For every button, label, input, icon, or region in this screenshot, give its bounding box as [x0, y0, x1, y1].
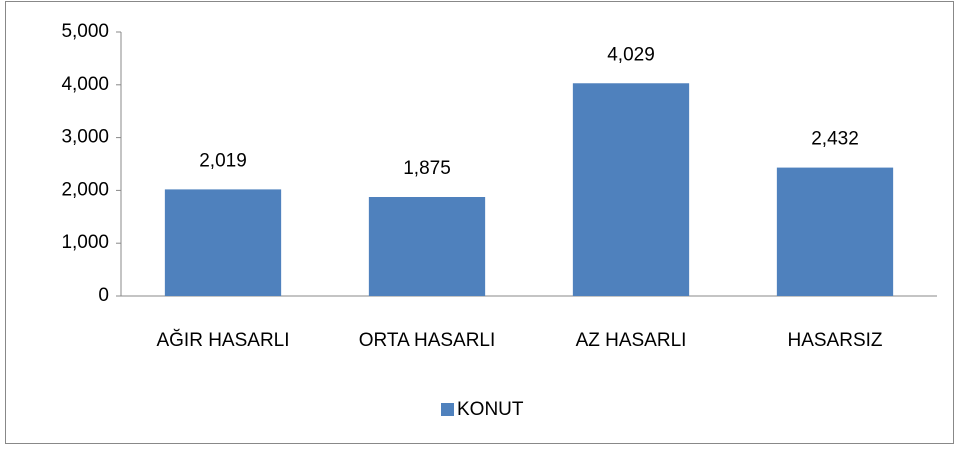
- bar: [572, 83, 690, 296]
- x-tick-label: HASARSIZ: [787, 330, 882, 351]
- y-tick-label: 2,000: [61, 179, 109, 200]
- y-tick-label: 1,000: [61, 232, 109, 253]
- bar: [164, 189, 282, 296]
- legend-swatch: [441, 403, 454, 416]
- data-label: 1,875: [403, 158, 451, 179]
- bar: [776, 167, 894, 296]
- bar: [368, 197, 486, 296]
- x-tick-label: ORTA HASARLI: [359, 330, 496, 351]
- y-tick-label: 0: [98, 285, 109, 306]
- x-tick-label: AĞIR HASARLI: [156, 329, 289, 351]
- y-tick-label: 4,000: [61, 74, 109, 95]
- y-tick-label: 3,000: [61, 127, 109, 148]
- x-tick-label: AZ HASARLI: [576, 330, 687, 351]
- data-label: 2,019: [199, 150, 247, 171]
- data-label: 4,029: [607, 44, 655, 65]
- data-label: 2,432: [811, 129, 859, 150]
- y-tick-label: 5,000: [61, 21, 109, 42]
- legend-label: KONUT: [457, 399, 524, 420]
